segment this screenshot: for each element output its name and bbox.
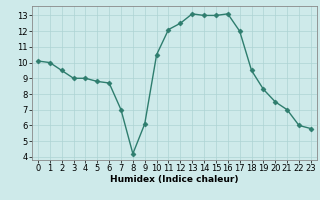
X-axis label: Humidex (Indice chaleur): Humidex (Indice chaleur)	[110, 175, 239, 184]
